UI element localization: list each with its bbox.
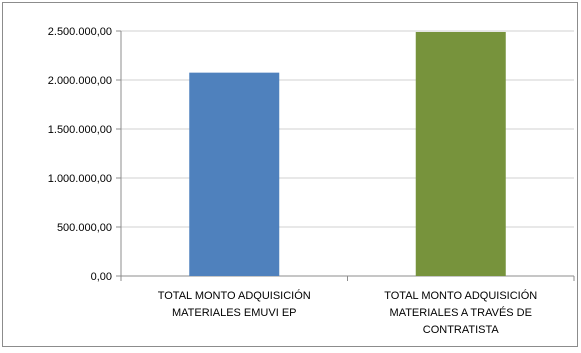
- y-tick-label: 2.000.000,00: [48, 75, 112, 87]
- category-label: MATERIALES A TRAVÉS DE: [390, 306, 532, 319]
- y-tick-label: 0,00: [91, 271, 112, 283]
- category-label: TOTAL MONTO ADQUISICIÓN: [158, 289, 311, 302]
- bar-chart: 0,00 500.000,00 1.000.000,00 1.500.000,00 2.…: [48, 26, 575, 336]
- chart-frame: 0,00 500.000,00 1.000.000,00 1.500.000,00 2.…: [2, 2, 578, 347]
- category-label: MATERIALES EMUVI EP: [172, 307, 297, 319]
- bar: [189, 72, 280, 277]
- category-label: CONTRATISTA: [423, 324, 500, 336]
- y-tick-label: 1.500.000,00: [48, 124, 112, 136]
- bar: [415, 31, 506, 277]
- y-tick-label: 500.000,00: [57, 222, 112, 234]
- category-label: TOTAL MONTO ADQUISICIÓN: [384, 289, 537, 302]
- y-tick-label: 2.500.000,00: [48, 26, 112, 38]
- y-tick-label: 1.000.000,00: [48, 173, 112, 185]
